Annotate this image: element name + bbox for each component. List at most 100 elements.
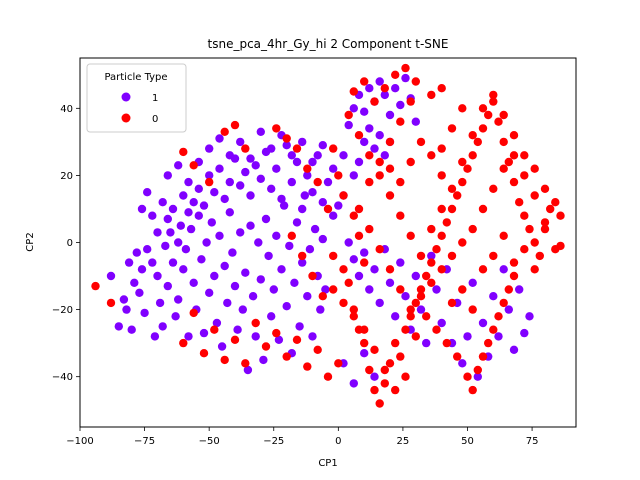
scatter-point-series-0 <box>396 177 405 187</box>
scatter-point-series-1 <box>241 167 250 177</box>
scatter-point-series-1 <box>122 305 131 314</box>
scatter-point-series-1 <box>256 127 265 136</box>
scatter-point-series-1 <box>163 281 172 291</box>
scatter-point-series-1 <box>135 288 144 297</box>
scatter-point-series-1 <box>243 365 253 375</box>
scatter-point-series-1 <box>274 335 284 344</box>
scatter-point-series-1 <box>143 245 152 254</box>
scatter-point-series-1 <box>349 104 358 113</box>
scatter-point-series-1 <box>261 214 271 224</box>
scatter-point-series-1 <box>181 245 191 254</box>
scatter-point-series-0 <box>484 110 493 120</box>
scatter-point-series-0 <box>432 325 441 334</box>
scatter-point-series-1 <box>354 271 364 281</box>
scatter-point-series-1 <box>458 359 467 368</box>
scatter-point-series-0 <box>406 305 415 314</box>
scatter-point-series-1 <box>225 208 234 217</box>
scatter-point-series-1 <box>396 100 405 110</box>
scatter-point-series-1 <box>230 281 240 291</box>
scatter-point-series-1 <box>375 131 384 140</box>
scatter-point-series-0 <box>370 345 379 354</box>
scatter-point-series-1 <box>199 328 209 338</box>
scatter-point-series-0 <box>401 372 410 381</box>
scatter-point-series-1 <box>223 298 232 308</box>
scatter-point-series-1 <box>174 295 183 304</box>
scatter-point-series-0 <box>385 265 395 274</box>
scatter-point-series-0 <box>241 359 250 368</box>
scatter-point-series-0 <box>530 265 539 274</box>
scatter-point-series-0 <box>520 245 529 254</box>
scatter-point-series-0 <box>411 332 420 341</box>
scatter-point-series-1 <box>349 255 358 264</box>
y-tick-label: 20 <box>60 171 73 182</box>
scatter-point-series-0 <box>515 198 524 207</box>
scatter-point-series-1 <box>236 181 245 190</box>
scatter-point-series-0 <box>318 292 327 301</box>
scatter-point-series-0 <box>484 338 493 348</box>
scatter-point-series-0 <box>210 325 219 334</box>
scatter-point-series-1 <box>473 372 482 381</box>
scatter-point-series-0 <box>339 298 348 308</box>
scatter-point-series-0 <box>422 271 431 281</box>
scatter-point-series-1 <box>246 191 255 200</box>
scatter-point-series-0 <box>349 312 358 321</box>
scatter-point-series-1 <box>349 171 358 180</box>
scatter-point-series-1 <box>179 191 188 200</box>
scatter-point-series-1 <box>300 191 309 200</box>
scatter-point-series-0 <box>551 198 560 207</box>
scatter-point-series-1 <box>205 288 214 297</box>
scatter-point-series-1 <box>228 248 237 257</box>
scatter-point-series-0 <box>499 137 508 147</box>
scatter-point-series-1 <box>310 224 320 234</box>
scatter-point-series-0 <box>298 251 307 261</box>
scatter-point-series-0 <box>499 164 508 173</box>
legend-marker-series-0 <box>121 113 131 123</box>
scatter-point-series-0 <box>473 365 482 375</box>
scatter-point-series-0 <box>375 245 384 254</box>
scatter-point-series-1 <box>329 164 338 173</box>
scatter-point-series-1 <box>391 84 400 93</box>
scatter-point-series-0 <box>442 218 451 227</box>
scatter-point-series-0 <box>406 97 415 106</box>
scatter-point-series-1 <box>282 302 291 311</box>
scatter-point-series-1 <box>269 285 278 294</box>
legend-label-series-0: 0 <box>152 114 158 125</box>
scatter-point-series-0 <box>251 318 260 328</box>
scatter-point-series-0 <box>540 224 550 234</box>
scatter-point-series-0 <box>287 231 296 240</box>
scatter-point-series-0 <box>370 385 379 395</box>
scatter-point-series-1 <box>520 328 529 338</box>
scatter-point-series-0 <box>447 298 457 308</box>
scatter-point-series-0 <box>546 204 555 214</box>
x-tick-label: 25 <box>397 436 410 447</box>
scatter-point-series-1 <box>153 228 162 237</box>
scatter-point-series-1 <box>267 144 276 153</box>
scatter-point-series-1 <box>279 201 289 210</box>
scatter-point-series-0 <box>520 171 529 180</box>
scatter-point-series-1 <box>525 312 534 321</box>
scatter-point-series-0 <box>432 245 441 254</box>
x-tick-label: −100 <box>66 436 93 447</box>
scatter-point-series-0 <box>427 224 436 234</box>
scatter-point-series-0 <box>530 238 539 247</box>
scatter-point-series-0 <box>458 285 467 294</box>
scatter-point-series-1 <box>168 258 178 267</box>
scatter-point-series-1 <box>254 238 263 247</box>
scatter-point-series-0 <box>220 355 229 365</box>
scatter-point-series-1 <box>411 271 420 281</box>
scatter-point-series-1 <box>391 312 400 321</box>
scatter-point-series-1 <box>321 285 330 294</box>
scatter-point-series-1 <box>422 338 431 348</box>
scatter-point-series-1 <box>360 107 369 116</box>
scatter-point-series-0 <box>442 338 451 348</box>
scatter-point-series-1 <box>298 204 307 214</box>
scatter-point-series-0 <box>349 87 358 96</box>
scatter-point-series-1 <box>303 292 312 301</box>
scatter-point-series-0 <box>489 184 498 193</box>
scatter-point-series-1 <box>233 325 242 334</box>
scatter-point-series-0 <box>329 251 338 261</box>
scatter-point-series-1 <box>215 164 224 173</box>
scatter-point-series-0 <box>411 298 420 308</box>
scatter-point-series-1 <box>174 161 183 170</box>
